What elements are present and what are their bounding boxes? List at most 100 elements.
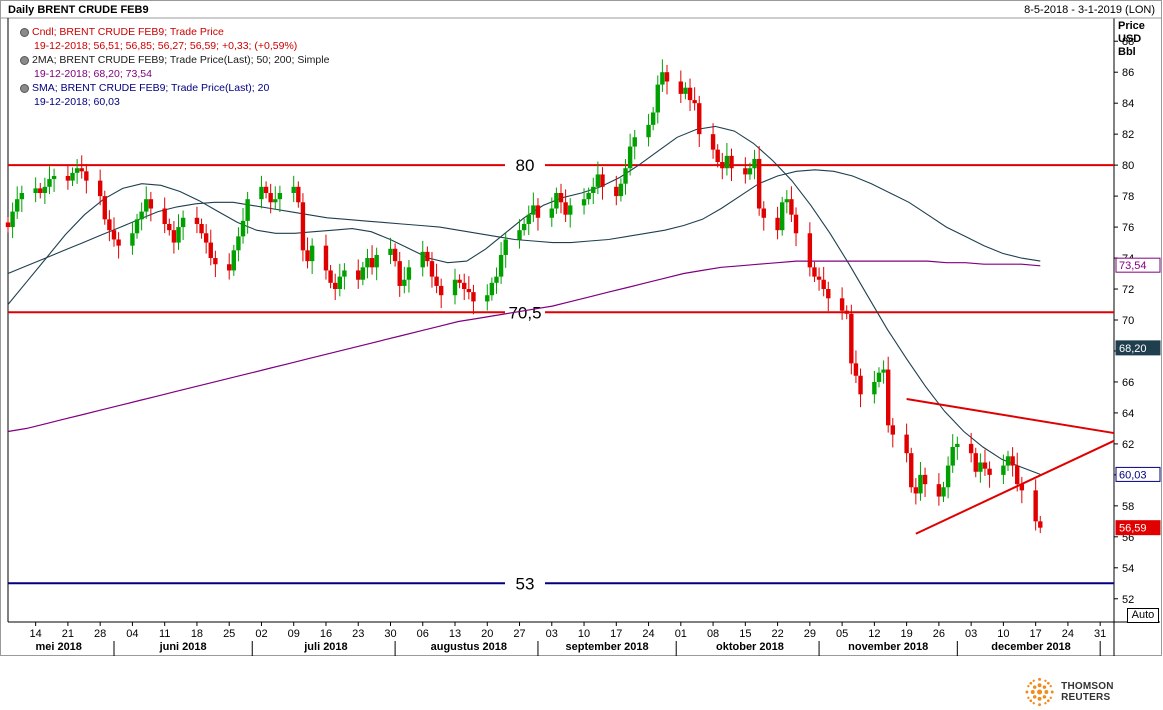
x-tick-label: 10 — [578, 628, 590, 640]
indicator-bullet-icon — [20, 55, 29, 65]
candle-body — [236, 236, 241, 251]
candle-body — [498, 254, 504, 277]
candle-body — [1010, 456, 1015, 466]
candle-body — [462, 282, 467, 290]
y-tick-label: 64 — [1122, 408, 1134, 420]
candle-body — [296, 186, 301, 203]
candle-body — [549, 208, 554, 218]
y-tick-label: 72 — [1122, 284, 1134, 296]
candle-body — [909, 453, 914, 488]
auto-scale-button[interactable]: Auto — [1127, 608, 1159, 623]
candle-body — [420, 251, 425, 268]
candle-body — [70, 172, 75, 181]
month-label: juli 2018 — [303, 641, 347, 653]
candle-body — [406, 267, 412, 280]
y-tick-label: 52 — [1122, 594, 1134, 606]
candle-body — [568, 205, 573, 215]
candle-body — [392, 248, 398, 262]
candle-body — [489, 282, 495, 296]
x-tick-label: 14 — [30, 628, 42, 640]
candle-body — [563, 202, 568, 215]
x-tick-label: 17 — [1030, 628, 1042, 640]
candle-body — [968, 443, 974, 454]
candle-body — [655, 84, 660, 113]
candle-body — [134, 219, 140, 234]
candle-body — [710, 134, 716, 150]
x-tick-label: 03 — [546, 628, 558, 640]
ma200-line — [7, 260, 1041, 433]
candle-body — [203, 233, 209, 243]
candle-body — [623, 168, 628, 184]
candle-body — [941, 487, 946, 497]
x-tick-label: 21 — [62, 628, 74, 640]
close-value-tag: 56,59 — [1119, 523, 1147, 535]
month-label: oktober 2018 — [716, 641, 784, 653]
candle-body — [1019, 484, 1025, 491]
y-tick-label: 80 — [1122, 160, 1134, 172]
candle-body — [904, 434, 909, 454]
candle-body — [503, 239, 508, 255]
candle-body — [595, 174, 601, 187]
x-tick-label: 23 — [352, 628, 364, 640]
candle-body — [369, 258, 375, 268]
candle-body — [554, 193, 559, 209]
candle-body — [425, 251, 430, 262]
candle-body — [697, 103, 702, 135]
candle-body — [365, 258, 370, 268]
close-value-tag-bg — [1115, 520, 1161, 536]
candle-body — [84, 171, 89, 181]
candle-body — [618, 183, 624, 197]
y-tick-label: 58 — [1122, 501, 1134, 513]
legend-entry-candles[interactable]: Cndl; BRENT CRUDE FEB9; Trade Price — [20, 25, 329, 39]
month-label: december 2018 — [991, 641, 1071, 653]
trendline-1 — [906, 397, 1115, 435]
month-label: augustus 2018 — [431, 641, 507, 653]
y-tick-label: 84 — [1122, 98, 1134, 110]
candle-body — [614, 186, 619, 197]
candle-body — [858, 375, 863, 395]
date-range: 8-5-2018 - 3-1-2019 (LON) — [1024, 4, 1155, 16]
legend-entry-2ma[interactable]: 2MA; BRENT CRUDE FEB9; Trade Price(Last)… — [20, 53, 329, 67]
candle-body — [521, 223, 527, 231]
price-axis-header: Price USD Bbl — [1118, 20, 1145, 59]
reuters-dots-icon — [1025, 677, 1054, 707]
candle-body — [756, 158, 762, 209]
candle-body — [471, 292, 476, 302]
level-label-bg — [505, 155, 545, 176]
legend-entry-sma[interactable]: SMA; BRENT CRUDE FEB9; Trade Price(Last)… — [20, 81, 329, 95]
y-tick-label: 78 — [1122, 191, 1134, 203]
candle-body — [650, 112, 656, 125]
candle-body — [807, 233, 813, 268]
candle-body — [955, 443, 960, 447]
x-tick-label: 11 — [159, 628, 170, 640]
candle-body — [240, 220, 246, 237]
legend-candles-title: Cndl; BRENT CRUDE FEB9; Trade Price — [32, 26, 224, 38]
candle-body — [664, 72, 670, 82]
candle-body — [945, 465, 951, 488]
candle-body — [438, 285, 444, 296]
candle-body — [494, 276, 499, 283]
x-tick-label: 24 — [1062, 628, 1074, 640]
legend-2ma-values: 19-12-2018; 68,20; 73,54 — [34, 68, 152, 80]
candle-body — [309, 245, 315, 262]
candle-body — [116, 239, 121, 246]
candle-body — [535, 205, 541, 218]
candle-body — [531, 205, 536, 215]
candle-body — [111, 230, 117, 240]
candle-body — [627, 146, 633, 169]
candle-body — [849, 313, 854, 364]
candle-body — [660, 72, 665, 85]
indicator-bullet-icon — [20, 83, 29, 93]
x-tick-label: 24 — [642, 628, 654, 640]
x-tick-label: 03 — [965, 628, 977, 640]
candle-body — [139, 211, 144, 220]
candle-body — [1015, 465, 1020, 485]
x-tick-label: 31 — [1094, 628, 1106, 640]
candle-body — [47, 179, 52, 187]
candle-body — [332, 282, 338, 290]
candle-body — [231, 250, 237, 271]
candle-body — [715, 149, 720, 163]
candle-body — [918, 474, 923, 494]
